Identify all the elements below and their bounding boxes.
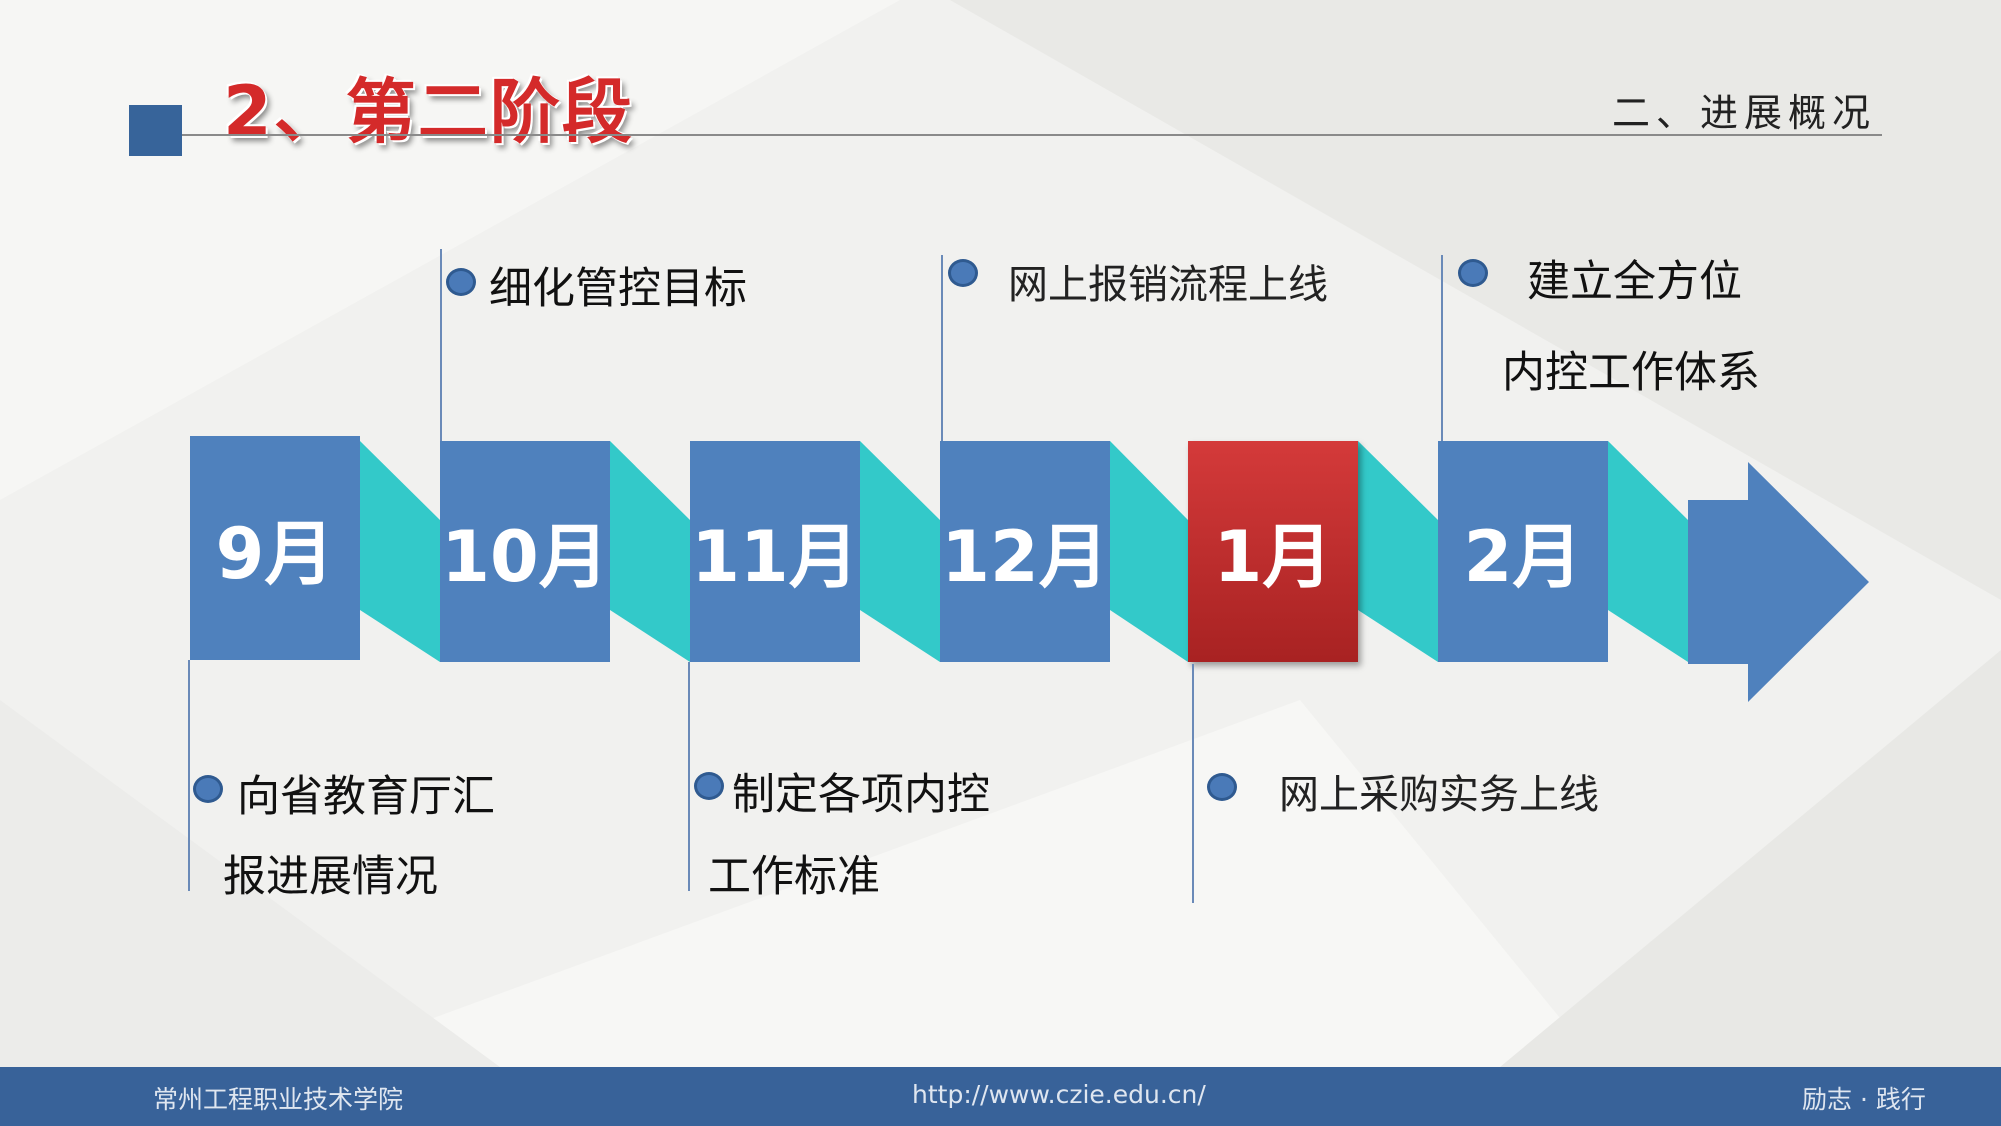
timeline-connector xyxy=(860,441,940,662)
title-square-marker xyxy=(129,105,182,156)
connector-line xyxy=(188,660,190,891)
timeline-connector xyxy=(1110,441,1188,662)
connector-line xyxy=(688,662,690,891)
timeline-connector xyxy=(610,441,690,662)
month-box-6: 2月 xyxy=(1438,441,1608,662)
footer-bar xyxy=(0,1067,2001,1126)
bullet-icon xyxy=(1458,259,1488,287)
bullet-icon xyxy=(193,775,223,803)
month-box-3: 11月 xyxy=(690,441,860,662)
footer-school: 常州工程职业技术学院 xyxy=(153,1085,404,1114)
event-label: 建立全方位 xyxy=(1527,257,1742,307)
month-box-4: 12月 xyxy=(940,441,1110,662)
section-title: 二、进展概况 xyxy=(1612,91,1877,135)
connector-line xyxy=(440,249,442,441)
month-box-2: 10月 xyxy=(440,441,610,662)
bullet-icon xyxy=(446,268,476,296)
page-title: 2、第二阶段 xyxy=(223,71,634,153)
event-label: 内控工作体系 xyxy=(1502,348,1760,398)
event-label: 网上报销流程上线 xyxy=(1008,262,1328,308)
event-label: 报进展情况 xyxy=(223,852,438,902)
connector-line xyxy=(941,255,943,441)
month-box-1: 9月 xyxy=(190,436,360,660)
event-label: 网上采购实务上线 xyxy=(1279,772,1599,818)
bullet-icon xyxy=(1207,773,1237,801)
header-divider xyxy=(182,134,1882,136)
month-box-5: 1月 xyxy=(1188,441,1358,662)
bullet-icon xyxy=(694,772,724,800)
connector-line xyxy=(1192,664,1194,903)
event-label: 细化管控目标 xyxy=(489,264,747,314)
timeline-connector xyxy=(1358,441,1438,662)
event-label: 制定各项内控 xyxy=(732,770,990,820)
footer-url[interactable]: http://www.czie.edu.cn/ xyxy=(912,1080,1206,1109)
footer-motto: 励志 · 践行 xyxy=(1802,1085,1926,1114)
timeline-connector xyxy=(360,441,440,662)
timeline-arrow-icon xyxy=(1688,462,1869,702)
event-label: 工作标准 xyxy=(708,852,880,902)
bullet-icon xyxy=(948,259,978,287)
connector-line xyxy=(1441,255,1443,441)
event-label: 向省教育厅汇 xyxy=(237,772,495,822)
timeline-connector xyxy=(1608,441,1688,662)
